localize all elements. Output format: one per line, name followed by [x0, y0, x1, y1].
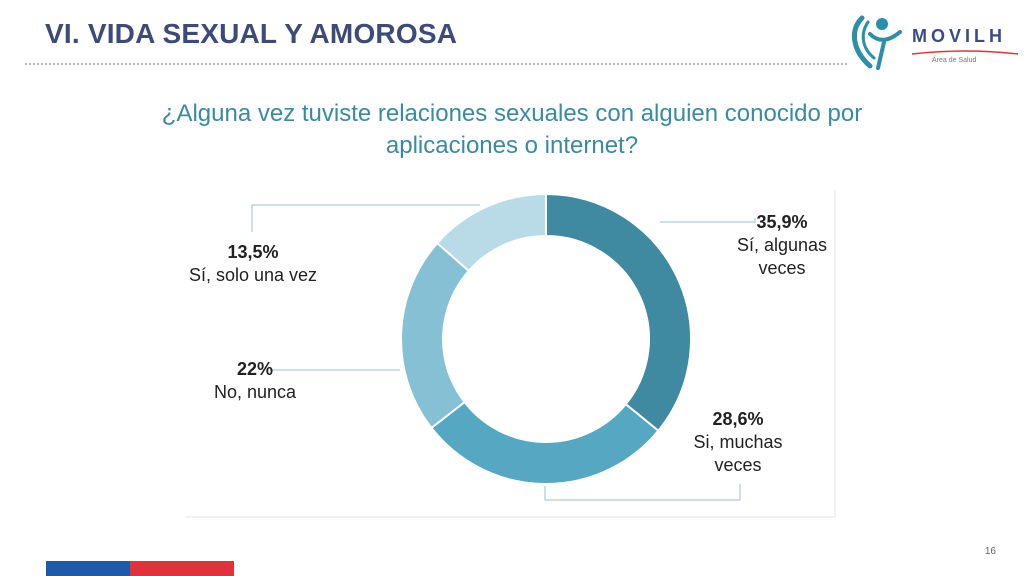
chart-question: ¿Alguna vez tuviste relaciones sexuales … — [161, 100, 863, 159]
data-label-s1-text: Sí, algunas — [736, 235, 828, 255]
donut-slice-4 — [435, 192, 547, 273]
flag-stripe-red — [130, 561, 234, 576]
logo-subtitle: Área de Salud — [932, 57, 977, 64]
data-label-s1-value: 35,9% — [756, 212, 808, 232]
logo-wordmark: MOVILH — [912, 26, 1006, 46]
flag-stripe-blue — [46, 561, 130, 576]
data-label-s4: 13,5% Sí, solo una vez — [173, 241, 333, 287]
data-label-s2-value: 28,6% — [712, 409, 764, 429]
page-title: VI. VIDA SEXUAL Y AMOROSA — [45, 18, 458, 49]
movilh-emblem-icon — [852, 15, 902, 70]
data-label-s3-text: No, nunca — [213, 382, 297, 402]
donut-slice-2 — [430, 400, 660, 485]
movilh-logo: MOVILH Área de Salud — [848, 12, 1019, 72]
donut-slices — [400, 192, 692, 485]
data-label-s1-text-2: veces — [758, 258, 806, 278]
data-label-s1: 35,9% Sí, algunas veces — [717, 211, 847, 280]
leader-line-s1 — [660, 218, 756, 223]
page-number: 16 — [984, 546, 996, 557]
leader-line-s2 — [544, 484, 741, 501]
data-label-s4-value: 13,5% — [227, 242, 279, 262]
logo-swoosh-icon — [911, 50, 1019, 55]
donut-slice-1 — [545, 192, 692, 433]
data-label-s2-text-2: veces — [714, 455, 762, 475]
leader-lines — [251, 204, 756, 501]
data-label-s2-text: Si, muchas — [693, 432, 783, 452]
data-label-s4-text: Sí, solo una vez — [188, 265, 318, 285]
data-label-s3-value: 22% — [236, 359, 274, 379]
title-divider — [25, 63, 847, 65]
data-label-s3: 22% No, nunca — [190, 358, 320, 404]
leader-line-s4 — [251, 204, 480, 232]
donut-slice-3 — [400, 241, 471, 430]
data-label-s2: 28,6% Si, muchas veces — [673, 408, 803, 477]
